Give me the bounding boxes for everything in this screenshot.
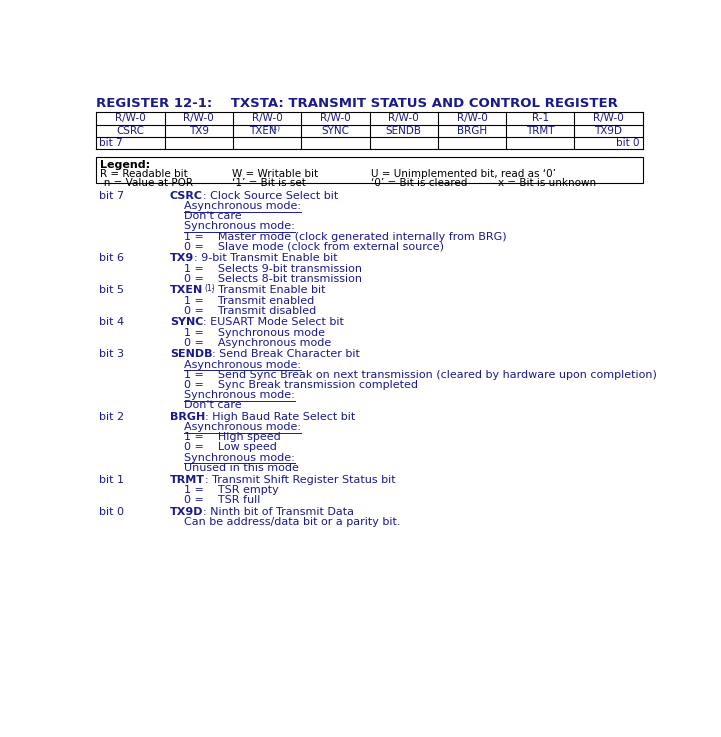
Bar xyxy=(97,157,642,184)
Text: CSRC: CSRC xyxy=(170,191,203,201)
Text: SENDB: SENDB xyxy=(386,126,422,136)
Text: bit 0: bit 0 xyxy=(99,506,125,517)
Text: bit 0: bit 0 xyxy=(616,138,640,148)
Text: : Send Break Character bit: : Send Break Character bit xyxy=(213,349,360,360)
Text: R/W-0: R/W-0 xyxy=(115,113,146,124)
Text: TXEN: TXEN xyxy=(170,285,203,296)
Text: Can be address/data bit or a parity bit.: Can be address/data bit or a parity bit. xyxy=(184,517,400,527)
Text: TX9D: TX9D xyxy=(595,126,622,136)
Text: bit 4: bit 4 xyxy=(99,318,125,327)
Text: W = Writable bit: W = Writable bit xyxy=(232,169,318,178)
Text: R = Readable bit: R = Readable bit xyxy=(100,169,188,178)
Text: 0 =    Slave mode (clock from external source): 0 = Slave mode (clock from external sour… xyxy=(184,242,444,251)
Text: : Ninth bit of Transmit Data: : Ninth bit of Transmit Data xyxy=(203,506,355,517)
Text: -n = Value at POR: -n = Value at POR xyxy=(100,178,193,188)
Text: U = Unimplemented bit, read as ‘0’: U = Unimplemented bit, read as ‘0’ xyxy=(371,169,557,178)
Text: : Transmit Enable bit: : Transmit Enable bit xyxy=(211,285,325,296)
Text: SYNC: SYNC xyxy=(170,318,203,327)
Text: TX9: TX9 xyxy=(170,254,194,263)
Text: TRMT: TRMT xyxy=(170,475,205,484)
Text: BRGH: BRGH xyxy=(170,412,205,422)
Text: : Clock Source Select bit: : Clock Source Select bit xyxy=(203,191,338,201)
Text: Synchronous mode:: Synchronous mode: xyxy=(184,221,295,231)
Text: Unused in this mode: Unused in this mode xyxy=(184,463,298,473)
Text: (1): (1) xyxy=(270,125,280,131)
Text: 0 =    Low speed: 0 = Low speed xyxy=(184,442,277,453)
Text: R/W-0: R/W-0 xyxy=(593,113,624,124)
Text: TX9: TX9 xyxy=(189,126,209,136)
Text: bit 3: bit 3 xyxy=(99,349,125,360)
Text: R/W-0: R/W-0 xyxy=(252,113,283,124)
Text: TX9D: TX9D xyxy=(170,506,203,517)
Text: TXEN: TXEN xyxy=(249,126,277,136)
Text: : EUSART Mode Select bit: : EUSART Mode Select bit xyxy=(203,318,344,327)
Text: R/W-0: R/W-0 xyxy=(320,113,350,124)
Text: 0 =    Asynchronous mode: 0 = Asynchronous mode xyxy=(184,338,331,348)
Text: BRGH: BRGH xyxy=(457,126,487,136)
Text: SENDB: SENDB xyxy=(170,349,213,360)
Text: CSRC: CSRC xyxy=(117,126,144,136)
Text: R-1: R-1 xyxy=(531,113,549,124)
Text: 0 =    TSR full: 0 = TSR full xyxy=(184,495,260,505)
Text: TRMT: TRMT xyxy=(526,126,554,136)
Text: 1 =    Selects 9-bit transmission: 1 = Selects 9-bit transmission xyxy=(184,264,362,273)
Text: Asynchronous mode:: Asynchronous mode: xyxy=(184,201,301,211)
Text: 1 =    Transmit enabled: 1 = Transmit enabled xyxy=(184,296,314,306)
Text: 1 =    Send Sync Break on next transmission (cleared by hardware upon completion: 1 = Send Sync Break on next transmission… xyxy=(184,370,657,380)
Text: SYNC: SYNC xyxy=(322,126,350,136)
Text: Don't care: Don't care xyxy=(184,212,242,221)
Text: Don't care: Don't care xyxy=(184,400,242,411)
Text: REGISTER 12-1:    TXSTA: TRANSMIT STATUS AND CONTROL REGISTER: REGISTER 12-1: TXSTA: TRANSMIT STATUS AN… xyxy=(97,97,618,110)
Text: R/W-0: R/W-0 xyxy=(456,113,487,124)
Text: (1): (1) xyxy=(204,284,215,293)
Text: Synchronous mode:: Synchronous mode: xyxy=(184,453,295,463)
Text: bit 5: bit 5 xyxy=(99,285,125,296)
Text: : 9-bit Transmit Enable bit: : 9-bit Transmit Enable bit xyxy=(194,254,338,263)
Text: 1 =    High speed: 1 = High speed xyxy=(184,433,280,442)
Text: 1 =    Master mode (clock generated internally from BRG): 1 = Master mode (clock generated interna… xyxy=(184,231,507,242)
Text: 1 =    TSR empty: 1 = TSR empty xyxy=(184,485,278,495)
Text: Legend:: Legend: xyxy=(100,160,150,170)
Text: 0 =    Sync Break transmission completed: 0 = Sync Break transmission completed xyxy=(184,380,418,390)
Text: bit 1: bit 1 xyxy=(99,475,125,484)
Text: bit 6: bit 6 xyxy=(99,254,125,263)
Text: R/W-0: R/W-0 xyxy=(183,113,214,124)
Text: bit 2: bit 2 xyxy=(99,412,125,422)
Text: 0 =    Selects 8-bit transmission: 0 = Selects 8-bit transmission xyxy=(184,273,362,284)
Text: x = Bit is unknown: x = Bit is unknown xyxy=(497,178,596,188)
Text: bit 7: bit 7 xyxy=(99,138,123,148)
Text: bit 7: bit 7 xyxy=(99,191,125,201)
Text: ‘1’ = Bit is set: ‘1’ = Bit is set xyxy=(232,178,306,188)
Text: : High Baud Rate Select bit: : High Baud Rate Select bit xyxy=(205,412,355,422)
Text: : Transmit Shift Register Status bit: : Transmit Shift Register Status bit xyxy=(205,475,396,484)
Text: R/W-0: R/W-0 xyxy=(389,113,419,124)
Text: Asynchronous mode:: Asynchronous mode: xyxy=(184,422,301,432)
Text: 1 =    Synchronous mode: 1 = Synchronous mode xyxy=(184,328,325,338)
Text: Asynchronous mode:: Asynchronous mode: xyxy=(184,360,301,370)
Text: 0 =    Transmit disabled: 0 = Transmit disabled xyxy=(184,306,316,315)
Text: ‘0’ = Bit is cleared: ‘0’ = Bit is cleared xyxy=(371,178,468,188)
Text: Synchronous mode:: Synchronous mode: xyxy=(184,390,295,400)
